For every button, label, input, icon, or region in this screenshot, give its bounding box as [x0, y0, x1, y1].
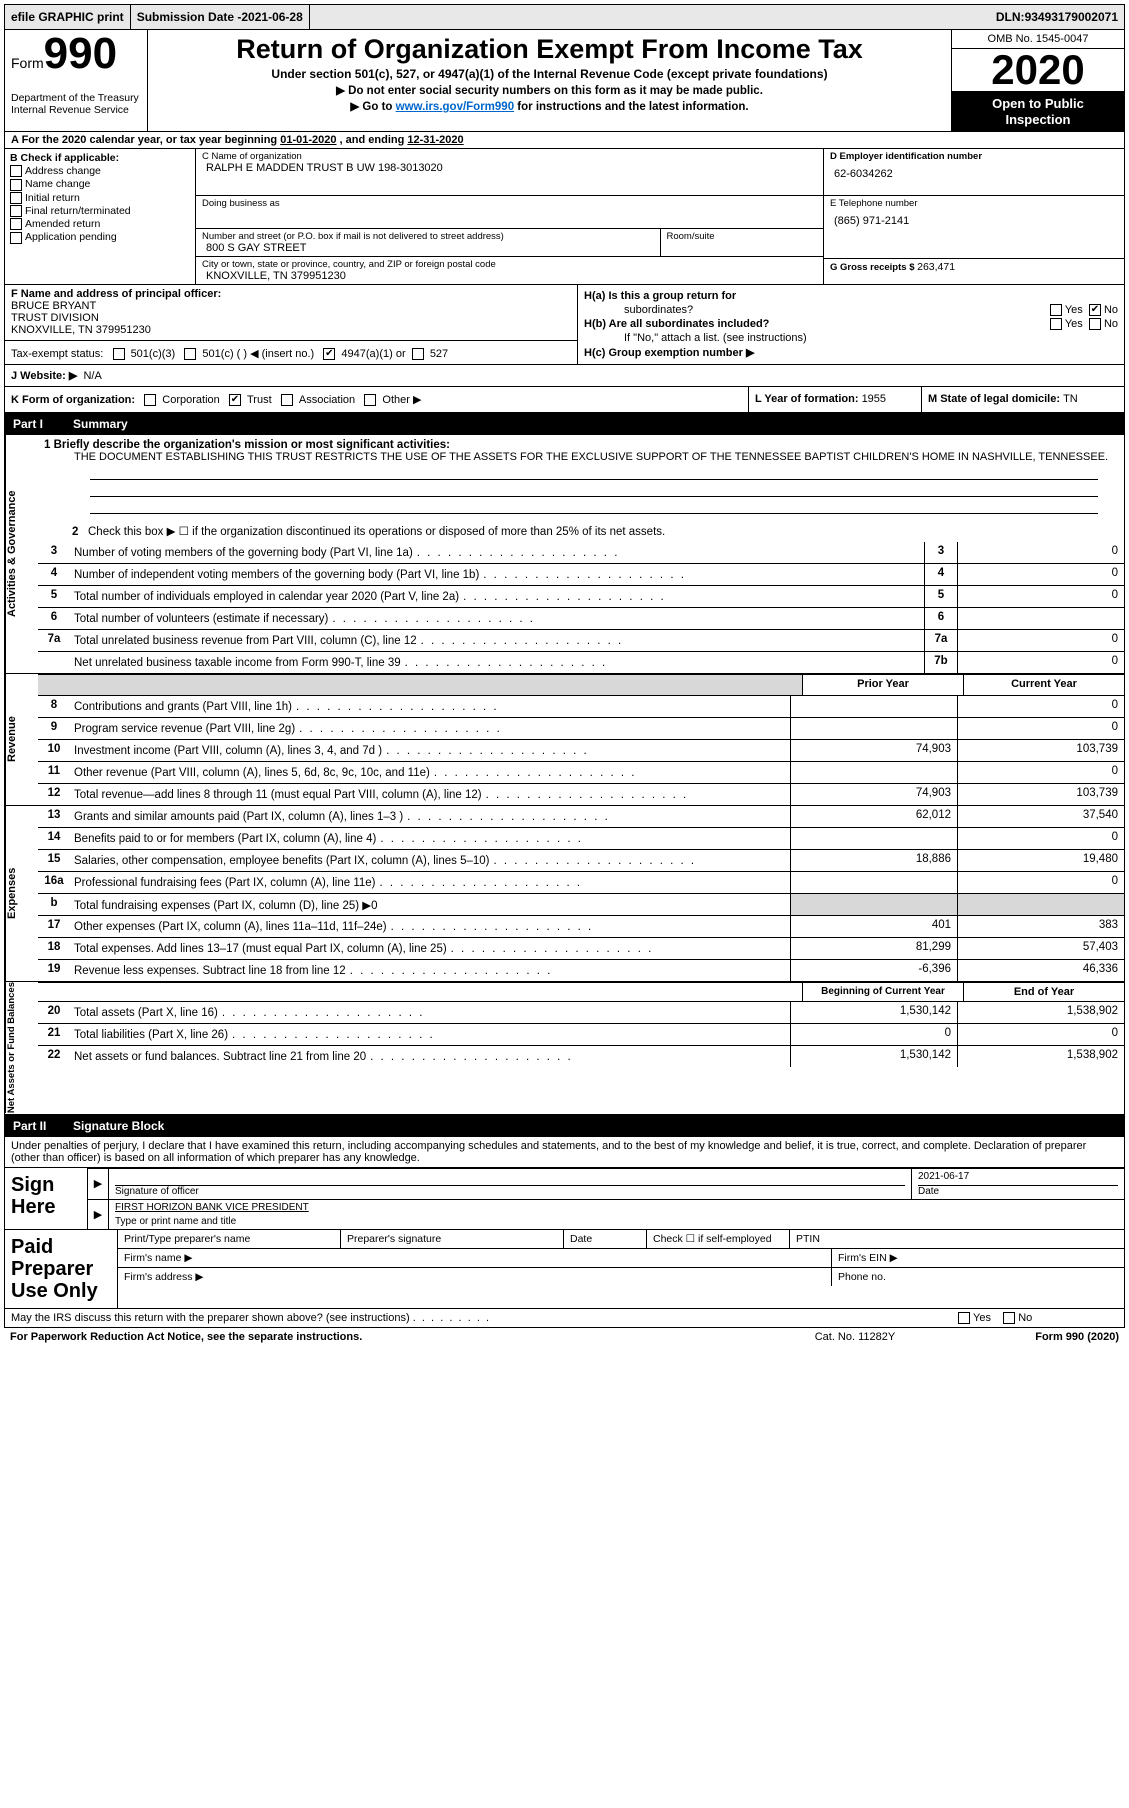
cb-501c3[interactable] [113, 348, 125, 360]
exp-line-18: 18Total expenses. Add lines 13–17 (must … [38, 937, 1124, 959]
block-f-h: F Name and address of principal officer:… [4, 285, 1125, 365]
cb-discuss-yes[interactable] [958, 1312, 970, 1324]
gov-line-6: 6Total number of volunteers (estimate if… [38, 607, 1124, 629]
exp-line-14: 14Benefits paid to or for members (Part … [38, 827, 1124, 849]
year-box: OMB No. 1545-0047 2020 Open to Public In… [952, 30, 1124, 131]
dln: DLN: 93493179002071 [990, 5, 1124, 29]
form-990-page: efile GRAPHIC print Submission Date - 20… [0, 0, 1129, 1350]
exp-line-16a: 16aProfessional fundraising fees (Part I… [38, 871, 1124, 893]
sign-here-label: Sign Here [5, 1168, 88, 1229]
footer-line: For Paperwork Reduction Act Notice, see … [4, 1328, 1125, 1346]
signature-block: Under penalties of perjury, I declare th… [4, 1137, 1125, 1230]
discuss-row: May the IRS discuss this return with the… [4, 1309, 1125, 1328]
cb-501c[interactable] [184, 348, 196, 360]
col-c-org-info: C Name of organization RALPH E MADDEN TR… [196, 149, 823, 284]
cb-discuss-no[interactable] [1003, 1312, 1015, 1324]
cb-app-pending[interactable] [10, 232, 22, 244]
cb-final-return[interactable] [10, 205, 22, 217]
col-d-e-g: D Employer identification number 62-6034… [823, 149, 1124, 284]
cb-initial-return[interactable] [10, 192, 22, 204]
part2-header: Part II Signature Block [4, 1115, 1125, 1137]
side-label-expenses: Expenses [5, 806, 38, 981]
part1-body: Activities & Governance 1 Briefly descri… [4, 435, 1125, 1114]
col-f-officer: F Name and address of principal officer:… [5, 285, 578, 364]
exp-line-b: bTotal fundraising expenses (Part IX, co… [38, 893, 1124, 915]
cb-other[interactable] [364, 394, 376, 406]
top-bar: efile GRAPHIC print Submission Date - 20… [4, 4, 1125, 30]
rev-line-11: 11Other revenue (Part VIII, column (A), … [38, 761, 1124, 783]
submission-date: Submission Date - 2021-06-28 [131, 5, 310, 29]
side-label-netassets: Net Assets or Fund Balances [5, 982, 38, 1113]
header-title-box: Return of Organization Exempt From Incom… [148, 30, 952, 131]
rev-line-9: 9Program service revenue (Part VIII, lin… [38, 717, 1124, 739]
gov-line-3: 3Number of voting members of the governi… [38, 542, 1124, 563]
block-b-through-g: B Check if applicable: Address change Na… [4, 149, 1125, 285]
side-label-revenue: Revenue [5, 674, 38, 805]
cb-amended[interactable] [10, 218, 22, 230]
rev-line-8: 8Contributions and grants (Part VIII, li… [38, 695, 1124, 717]
cb-4947[interactable] [323, 348, 335, 360]
gov-line-4: 4Number of independent voting members of… [38, 563, 1124, 585]
exp-line-19: 19Revenue less expenses. Subtract line 1… [38, 959, 1124, 981]
form-label-box: Form990 Department of the Treasury Inter… [5, 30, 148, 131]
gov-line-7b: Net unrelated business taxable income fr… [38, 651, 1124, 673]
net-line-20: 20Total assets (Part X, line 16)1,530,14… [38, 1001, 1124, 1023]
cb-trust[interactable] [229, 394, 241, 406]
rev-line-12: 12Total revenue—add lines 8 through 11 (… [38, 783, 1124, 805]
rev-line-10: 10Investment income (Part VIII, column (… [38, 739, 1124, 761]
exp-line-13: 13Grants and similar amounts paid (Part … [38, 806, 1124, 827]
row-k-l-m: K Form of organization: Corporation Trus… [4, 387, 1125, 413]
exp-line-15: 15Salaries, other compensation, employee… [38, 849, 1124, 871]
efile-label[interactable]: efile GRAPHIC print [5, 5, 131, 29]
cb-assoc[interactable] [281, 394, 293, 406]
gov-line-7a: 7aTotal unrelated business revenue from … [38, 629, 1124, 651]
row-a-tax-year: A For the 2020 calendar year, or tax yea… [4, 132, 1125, 149]
cb-name-change[interactable] [10, 179, 22, 191]
exp-line-17: 17Other expenses (Part IX, column (A), l… [38, 915, 1124, 937]
gov-line-5: 5Total number of individuals employed in… [38, 585, 1124, 607]
col-h-group: H(a) Is this a group return for subordin… [578, 285, 1124, 364]
form-title: Return of Organization Exempt From Incom… [158, 34, 941, 65]
net-line-22: 22Net assets or fund balances. Subtract … [38, 1045, 1124, 1067]
paid-preparer-block: Paid Preparer Use Only Print/Type prepar… [4, 1230, 1125, 1309]
cb-527[interactable] [412, 348, 424, 360]
side-label-governance: Activities & Governance [5, 435, 38, 673]
cb-address-change[interactable] [10, 165, 22, 177]
net-line-21: 21Total liabilities (Part X, line 26)00 [38, 1023, 1124, 1045]
row-j-website: J Website: ▶ N/A [4, 365, 1125, 387]
header-row: Form990 Department of the Treasury Inter… [4, 30, 1125, 132]
cb-corp[interactable] [144, 394, 156, 406]
part1-header: Part I Summary [4, 413, 1125, 435]
form990-link[interactable]: www.irs.gov/Form990 [396, 101, 514, 113]
col-b-checkboxes: B Check if applicable: Address change Na… [5, 149, 196, 284]
